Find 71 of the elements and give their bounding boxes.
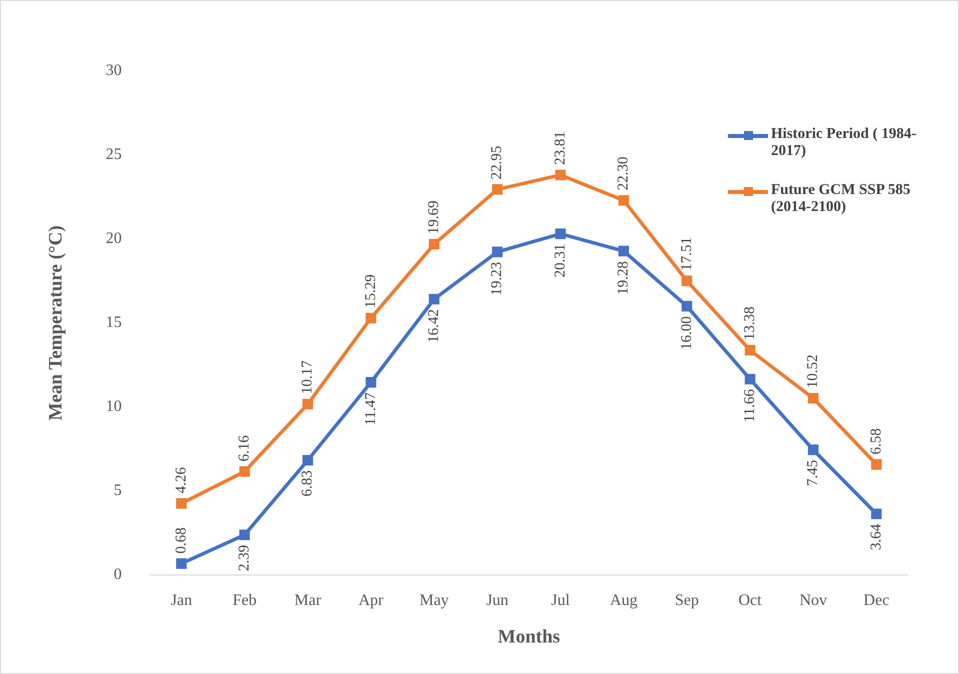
data-label: 0.68 bbox=[173, 527, 190, 554]
x-tick-label: Jul bbox=[551, 592, 570, 609]
point bbox=[302, 454, 314, 466]
x-tick-label: Oct bbox=[738, 592, 762, 609]
legend-label: Historic Period ( 1984-2017) bbox=[771, 126, 918, 160]
point bbox=[555, 170, 566, 180]
data-label: 15.29 bbox=[362, 274, 379, 308]
data-label: 11.66 bbox=[742, 388, 758, 422]
data-label: 19.23 bbox=[489, 262, 506, 296]
y-tick-label: 10 bbox=[106, 398, 122, 416]
data-label: 16.00 bbox=[678, 316, 695, 350]
point bbox=[176, 558, 187, 569]
point bbox=[428, 294, 440, 304]
data-label: 7.45 bbox=[805, 460, 822, 486]
data-label: 2.39 bbox=[236, 544, 253, 572]
data-label: 6.83 bbox=[300, 470, 316, 497]
data-label: 19.69 bbox=[426, 200, 442, 234]
x-tick-label: Jan bbox=[170, 592, 192, 609]
x-tick-label: Dec bbox=[864, 592, 890, 609]
x-tick-label: Feb bbox=[232, 592, 257, 609]
point bbox=[239, 466, 250, 477]
point bbox=[871, 508, 882, 520]
point bbox=[366, 312, 376, 324]
x-tick-label: Sep bbox=[674, 592, 699, 609]
data-label: 20.31 bbox=[552, 244, 568, 278]
y-tick-label: 30 bbox=[106, 62, 122, 80]
data-label: 22.95 bbox=[489, 146, 506, 180]
x-axis-title: Months bbox=[498, 626, 560, 648]
data-label: 19.28 bbox=[616, 261, 632, 295]
y-tick-label: 5 bbox=[114, 482, 122, 500]
x-tick-label: Mar bbox=[294, 592, 322, 609]
data-label: 17.51 bbox=[678, 237, 695, 271]
point bbox=[808, 392, 819, 404]
point bbox=[302, 398, 314, 410]
x-tick-label: May bbox=[419, 592, 449, 609]
data-label: 6.58 bbox=[868, 428, 884, 454]
point bbox=[618, 195, 629, 206]
data-label: 3.64 bbox=[868, 523, 884, 550]
point bbox=[239, 530, 250, 540]
x-tick-label: Aug bbox=[610, 592, 638, 609]
data-label: 11.47 bbox=[362, 392, 379, 426]
point bbox=[492, 184, 503, 195]
point bbox=[428, 238, 440, 250]
point bbox=[682, 276, 692, 286]
y-tick-label: 15 bbox=[106, 314, 122, 332]
data-label: 10.17 bbox=[300, 360, 316, 394]
legend-label: Future GCM SSP 585 (2014-2100) bbox=[771, 182, 912, 216]
data-label: 13.38 bbox=[742, 306, 758, 340]
y-axis-title: Mean Temperature (°C) bbox=[45, 225, 66, 421]
point bbox=[744, 374, 756, 384]
point bbox=[555, 228, 566, 240]
y-tick-label: 25 bbox=[106, 146, 122, 164]
x-tick-label: Nov bbox=[799, 592, 828, 609]
point bbox=[871, 459, 882, 470]
point bbox=[808, 444, 819, 456]
point bbox=[366, 377, 376, 388]
y-tick-label: 20 bbox=[106, 230, 122, 248]
data-label: 23.81 bbox=[552, 131, 568, 165]
data-label: 6.16 bbox=[236, 434, 253, 462]
point bbox=[176, 498, 187, 509]
data-label: 22.30 bbox=[616, 156, 632, 190]
y-tick-label: 0 bbox=[114, 566, 122, 584]
x-tick-label: Apr bbox=[358, 592, 384, 609]
data-label: 10.52 bbox=[805, 354, 822, 388]
point bbox=[744, 344, 756, 356]
data-label: 4.26 bbox=[173, 466, 190, 494]
data-label: 16.42 bbox=[426, 309, 442, 343]
point bbox=[682, 300, 692, 312]
point bbox=[618, 246, 629, 256]
point bbox=[492, 246, 503, 258]
x-tick-label: Jun bbox=[486, 592, 508, 609]
